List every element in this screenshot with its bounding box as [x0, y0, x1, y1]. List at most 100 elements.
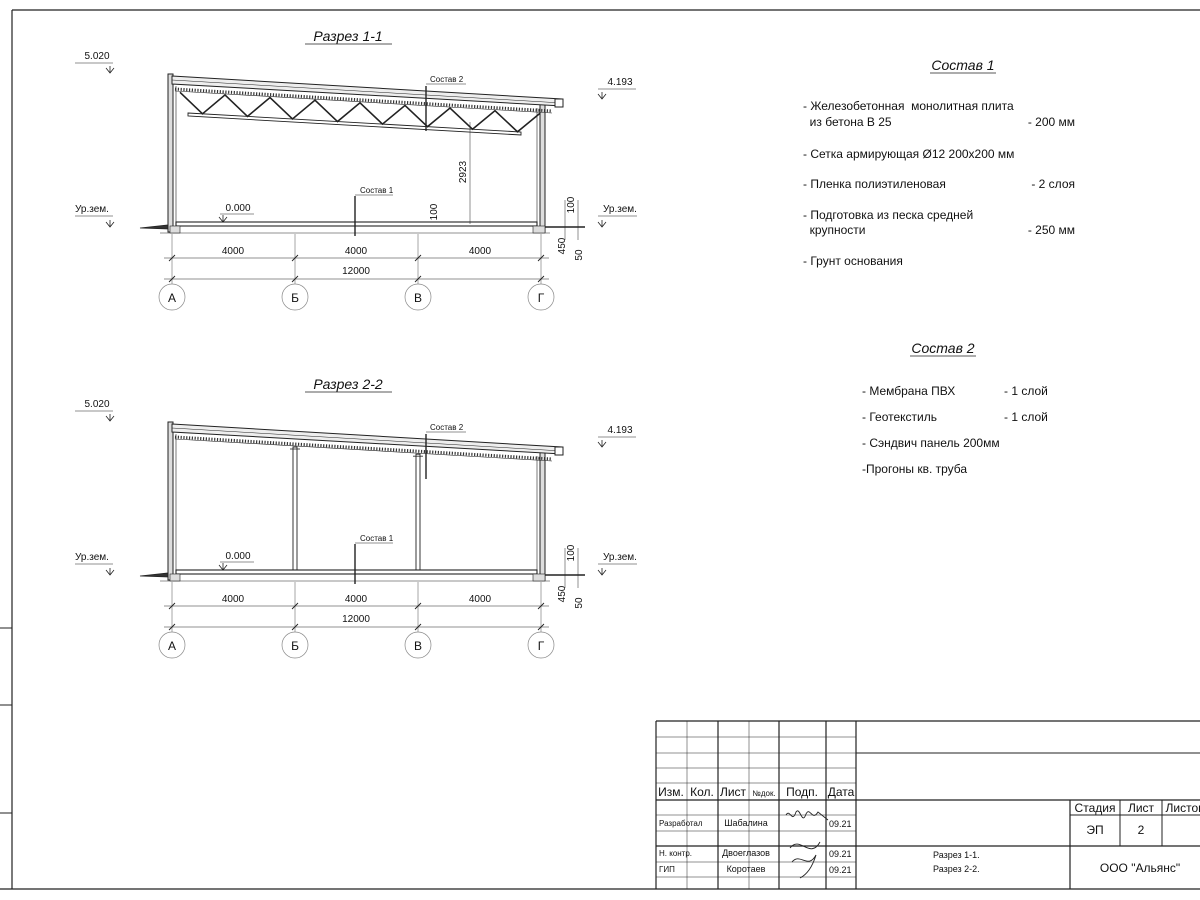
dim-tick	[291, 623, 299, 631]
section-title: Разрез 1-1	[313, 28, 382, 44]
bay-dim: 4000	[222, 594, 245, 605]
eave-box	[554, 446, 564, 456]
tb-stage-header: Листов	[1166, 801, 1200, 815]
dim-tick	[537, 254, 545, 262]
top-elevation: 5.020	[84, 51, 109, 62]
axis-label: Г	[538, 639, 545, 653]
spec-line: - Сэндвич панель 200мм	[862, 436, 1000, 450]
spec-value: - 1 слой	[1004, 410, 1048, 424]
dim-tick	[168, 275, 176, 283]
dim-tick	[537, 623, 545, 631]
axis-bubble	[404, 283, 432, 311]
tb-name: Коротаев	[727, 864, 766, 874]
foundation-left	[169, 573, 181, 582]
bay-dim: 4000	[345, 594, 368, 605]
right-wall	[539, 447, 546, 581]
bay-dim: 4000	[345, 246, 368, 257]
level-mark-icon	[597, 440, 607, 448]
ground-label-right: Ур.зем.	[603, 552, 637, 563]
total-dim: 12000	[342, 614, 370, 625]
bay-dim: 4000	[222, 246, 245, 257]
tb-role: ГИП	[659, 865, 675, 874]
foundation-left	[169, 225, 181, 234]
ground-label-right: Ур.зем.	[603, 204, 637, 215]
spec-title: Состав 1	[931, 57, 994, 73]
spec-value: - 1 слой	[1004, 384, 1048, 398]
dim-tick	[414, 602, 422, 610]
right-dim: 50	[574, 249, 585, 261]
right-dim: 450	[557, 585, 568, 602]
right-dim: 50	[574, 597, 585, 609]
ground-left	[139, 224, 169, 230]
spec-line: - Мембрана ПВХ	[862, 384, 955, 398]
axis-bubble	[281, 283, 309, 311]
tb-header: Лист	[720, 785, 747, 799]
tb-stage: ЭП	[1086, 823, 1103, 837]
tb-name: Шабалина	[724, 818, 767, 828]
level-mark-icon	[597, 568, 607, 576]
tb-sheet: 2	[1138, 823, 1145, 837]
spec-line: - Сетка армирующая Ø12 200x200 мм	[803, 147, 1014, 161]
axis-label: А	[168, 639, 176, 653]
dim-tick	[168, 623, 176, 631]
level-mark-icon	[597, 220, 607, 228]
signature-icon	[785, 810, 829, 821]
spec-title: Состав 2	[911, 340, 974, 356]
roof-purlins	[174, 435, 553, 461]
spec-value: - 2 слоя	[1031, 177, 1075, 191]
spec-line: - Железобетонная монолитная плита	[803, 99, 1014, 113]
spec-line: крупности	[803, 223, 865, 237]
left-wall	[167, 73, 174, 233]
axis-bubble	[158, 631, 186, 659]
tb-date: 09.21	[829, 865, 852, 875]
floor-slab	[175, 221, 538, 227]
truss-bottom-chord	[187, 112, 522, 136]
ground-left	[139, 572, 169, 578]
tb-stage-header: Лист	[1128, 801, 1155, 815]
ground-label-left: Ур.зем.	[75, 552, 109, 563]
left-wall	[167, 421, 174, 581]
tb-header: Дата	[828, 785, 855, 799]
roof-slab	[171, 423, 563, 455]
tb-header: Кол.	[690, 785, 714, 799]
dim-tick	[414, 623, 422, 631]
foundation-right	[532, 225, 546, 234]
axis-label: Б	[291, 291, 299, 305]
dim-tick	[537, 602, 545, 610]
axis-label: Г	[538, 291, 545, 305]
tb-name: Двоеглазов	[722, 848, 770, 858]
floor-callout: Состав 1	[360, 534, 394, 543]
spec-line: - Пленка полиэтиленовая	[803, 177, 946, 191]
tb-header: Изм.	[658, 785, 684, 799]
spec-line: - Подготовка из песка средней	[803, 208, 973, 222]
signature-icon	[789, 841, 821, 879]
spec-line: - Грунт основания	[803, 254, 903, 268]
roof-slab	[171, 75, 563, 107]
dim-tick	[291, 602, 299, 610]
eave-elevation: 4.193	[607, 77, 632, 88]
foundation-right	[532, 573, 546, 582]
eave-elevation: 4.193	[607, 425, 632, 436]
level-mark-icon	[218, 563, 228, 571]
purlin-line	[174, 90, 553, 114]
total-dim: 12000	[342, 266, 370, 277]
spec-value: - 250 мм	[1028, 223, 1075, 237]
tb-header: №док.	[752, 789, 775, 798]
tb-header: Подп.	[786, 785, 818, 799]
axis-label: А	[168, 291, 176, 305]
tb-stage-header: Стадия	[1075, 801, 1116, 815]
spec-line: - Геотекстиль	[862, 410, 937, 424]
axis-bubble	[527, 283, 555, 311]
dim-tick	[168, 602, 176, 610]
bay-dim: 4000	[469, 246, 492, 257]
level-mark-icon	[218, 215, 228, 223]
eave-box	[554, 98, 564, 108]
roof-callout: Состав 2	[430, 423, 464, 432]
floor-elevation: 0.000	[225, 551, 250, 562]
dim-tick	[414, 275, 422, 283]
floor-slab	[175, 569, 538, 575]
section-title: Разрез 2-2	[313, 376, 383, 392]
dim-tick	[537, 275, 545, 283]
purlin-line	[174, 438, 553, 462]
